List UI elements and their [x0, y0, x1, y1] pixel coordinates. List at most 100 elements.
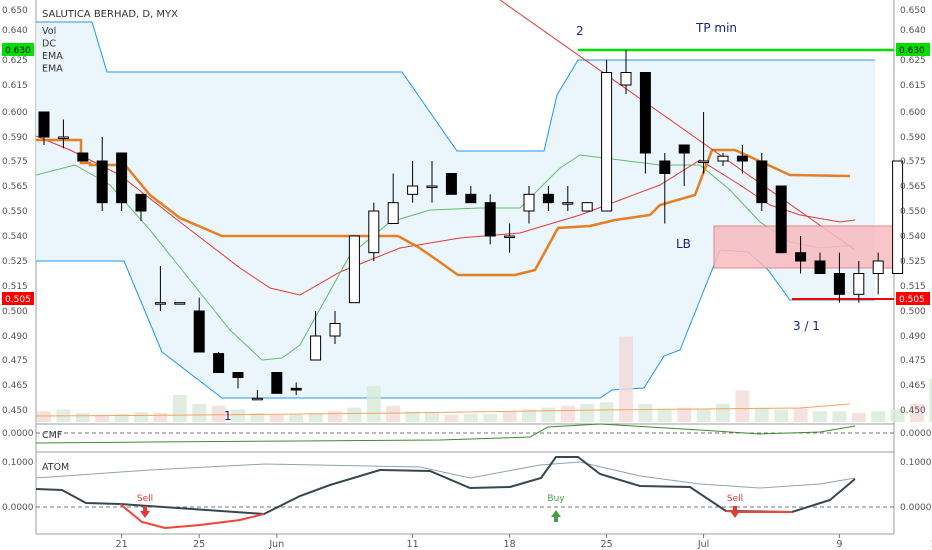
volume-bar: [871, 411, 886, 422]
volume-bar: [231, 409, 245, 422]
y-tick-label-left: 0.540: [2, 232, 28, 242]
legend-entry: EMA: [42, 51, 63, 62]
volume-average-line: [35, 403, 851, 417]
candle: [504, 235, 516, 238]
candle: [795, 252, 807, 262]
y-tick-label-left: 0.565: [2, 182, 28, 192]
volume-bar: [677, 407, 692, 422]
sell-arrow-stem: [143, 506, 147, 511]
candle: [407, 185, 419, 195]
tp-price-label-right: 0.630: [899, 46, 925, 56]
atom-tick-right: 0.1000: [900, 458, 932, 468]
volume-bar: [657, 408, 672, 422]
y-tick-label-right: 0.550: [900, 207, 926, 217]
stop-price-flag-right: [896, 292, 930, 305]
volume-bar: [250, 413, 265, 422]
y-tick-label-right: 0.650: [900, 6, 926, 16]
sell-arrow-stem: [733, 506, 737, 511]
y-tick-label-right: 0.575: [900, 157, 926, 167]
candle: [213, 353, 225, 374]
volume-bar: [289, 414, 304, 422]
volume-bar: [580, 404, 595, 422]
sell-arrow-icon: [140, 511, 150, 518]
y-tick-label-left: 0.450: [2, 406, 28, 416]
candle: [290, 387, 302, 391]
volume-bar: [463, 413, 478, 422]
volume-bar: [308, 413, 323, 422]
stop-price-label-left: 0.505: [5, 295, 31, 305]
candle: [484, 202, 496, 237]
y-tick-label-right: 0.500: [900, 307, 926, 317]
y-tick-label-right: 0.565: [900, 182, 926, 192]
candle: [193, 310, 205, 353]
volume-bar: [754, 407, 769, 422]
atom-down-segment: [119, 503, 265, 530]
y-tick-label-right: 0.475: [900, 356, 926, 366]
y-tick-label-left: 0.640: [2, 26, 28, 36]
atom-tick-left: 0.0000: [2, 503, 34, 513]
y-tick-label-left: 0.500: [2, 307, 28, 317]
volume-bar: [328, 411, 342, 422]
volume-bar: [502, 411, 517, 422]
cmf-tick-right: 0.0000: [900, 429, 932, 439]
x-tick-label: Jul: [697, 539, 709, 550]
volume-bar: [37, 411, 51, 422]
y-tick-label-right: 0.600: [900, 108, 926, 118]
volume-bar: [114, 413, 129, 422]
volume-bar: [444, 414, 459, 422]
y-tick-label-left: 0.590: [2, 133, 28, 143]
candle: [368, 210, 380, 254]
stop-price-label-right: 0.505: [899, 295, 925, 305]
volume-bar: [929, 378, 932, 422]
candle: [601, 72, 613, 212]
candle: [174, 302, 186, 305]
volume-bar: [735, 390, 750, 422]
candle: [659, 160, 671, 174]
volume-bar: [910, 404, 924, 422]
candle: [775, 185, 787, 254]
volume-bar: [522, 409, 536, 422]
x-tick-label: 25: [193, 539, 205, 550]
x-tick-label: 9: [836, 539, 842, 550]
y-tick-label-right: 0.515: [900, 282, 926, 292]
candle: [154, 302, 166, 305]
volume-bar: [560, 405, 575, 422]
y-tick-label-right: 0.450: [900, 406, 926, 416]
y-tick-label-left: 0.525: [2, 257, 28, 267]
candle: [639, 72, 651, 154]
candle: [814, 260, 826, 274]
candle: [620, 72, 632, 86]
sell-signal-label: Sell: [727, 494, 743, 504]
legend-entry: Vol: [42, 26, 56, 37]
y-tick-label-right: 0.540: [900, 232, 926, 242]
volume-bar: [192, 404, 207, 422]
atom-envelope-line: [35, 461, 856, 489]
candle: [310, 335, 322, 361]
y-tick-label-right: 0.615: [900, 81, 926, 91]
cmf-tick-left: 0.0000: [2, 429, 34, 439]
atom-pane-label: ATOM: [42, 462, 69, 473]
volume-bar: [75, 413, 90, 422]
donchian-upper: [36, 21, 875, 152]
volume-bar: [153, 413, 168, 422]
volume-bar: [366, 386, 381, 422]
legend-entry: EMA: [42, 64, 63, 75]
wave-1-label: 1: [224, 409, 232, 423]
y-tick-label-left: 0.625: [2, 56, 28, 66]
atom-tick-left: 0.1000: [2, 458, 34, 468]
sell-signal-label: Sell: [137, 494, 153, 504]
volume-bar: [638, 404, 653, 422]
y-tick-label-left: 0.615: [2, 81, 28, 91]
candle: [892, 160, 904, 274]
cmf-pane-label: CMF: [42, 430, 62, 441]
candle: [542, 193, 554, 204]
y-tick-label-left: 0.490: [2, 332, 28, 342]
candle: [833, 273, 845, 295]
candle: [271, 372, 283, 394]
volume-bar: [890, 409, 905, 422]
y-tick-label-right: 0.590: [900, 133, 926, 143]
y-tick-label-right: 0.525: [900, 257, 926, 267]
candle: [426, 185, 438, 188]
candle: [57, 136, 69, 139]
